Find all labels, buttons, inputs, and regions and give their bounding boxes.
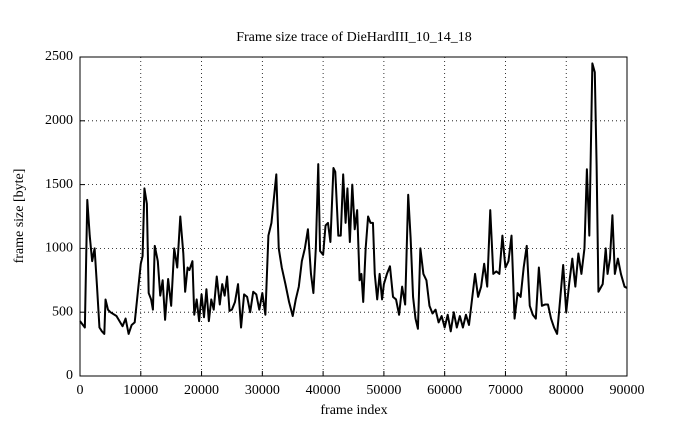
x-tick-label: 50000 bbox=[366, 383, 401, 398]
x-axis-label: frame index bbox=[320, 403, 387, 418]
x-tick-label: 40000 bbox=[306, 383, 341, 398]
x-tick-label: 30000 bbox=[245, 383, 280, 398]
plot-frame bbox=[79, 56, 628, 377]
x-tick-label: 10000 bbox=[123, 383, 158, 398]
chart-title: Frame size trace of DieHardIII_10_14_18 bbox=[236, 30, 472, 45]
x-tick-label: 0 bbox=[77, 383, 84, 398]
y-tick-label: 1000 bbox=[45, 241, 73, 256]
x-tick-label: 80000 bbox=[549, 383, 584, 398]
x-tick-label: 90000 bbox=[610, 383, 645, 398]
y-tick-label: 2000 bbox=[45, 113, 73, 128]
y-tick-label: 1500 bbox=[45, 177, 73, 192]
x-tick-label: 70000 bbox=[488, 383, 523, 398]
y-axis-label: frame size [byte] bbox=[12, 169, 27, 264]
x-tick-label: 60000 bbox=[427, 383, 462, 398]
y-tick-label: 2500 bbox=[45, 49, 73, 64]
x-tick-label: 20000 bbox=[184, 383, 219, 398]
data-line bbox=[79, 62, 628, 335]
y-tick-label: 0 bbox=[66, 368, 73, 383]
y-tick-label: 500 bbox=[52, 304, 73, 319]
